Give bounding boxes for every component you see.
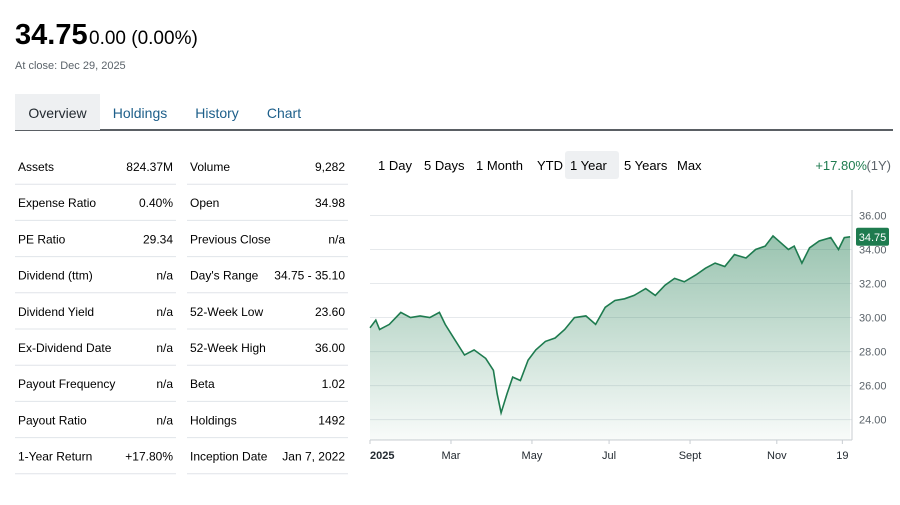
stat-label: Payout Frequency — [18, 377, 115, 391]
stat-label: 52-Week High — [190, 341, 266, 355]
stat-value: +17.80% — [125, 450, 173, 464]
stat-label: PE Ratio — [18, 232, 66, 246]
tab[interactable]: Chart — [267, 105, 301, 121]
tab[interactable]: History — [195, 105, 239, 121]
x-tick-label: May — [522, 450, 543, 462]
y-tick-label: 26.00 — [859, 381, 887, 393]
performance-period: (1Y) — [866, 158, 891, 173]
x-tick-label: 2025 — [370, 450, 394, 462]
y-tick-label: 28.00 — [859, 347, 887, 359]
stat-label: Inception Date — [190, 450, 268, 464]
y-tick-label: 34.00 — [859, 245, 887, 257]
stat-label: Beta — [190, 377, 215, 391]
stat-value: 824.37M — [126, 160, 173, 174]
last-price-label: 34.75 — [859, 232, 887, 244]
stat-label: Day's Range — [190, 269, 259, 283]
stat-value: n/a — [156, 305, 173, 319]
range-button[interactable]: 1 Day — [378, 158, 412, 173]
stat-label: 52-Week Low — [190, 305, 263, 319]
stat-value: 1.02 — [322, 377, 346, 391]
range-active — [565, 151, 619, 179]
tab[interactable]: Holdings — [113, 105, 167, 121]
range-button[interactable]: 5 Days — [424, 158, 465, 173]
range-button[interactable]: 5 Years — [624, 158, 668, 173]
stat-value: 34.75 - 35.10 — [274, 269, 345, 283]
y-tick-label: 32.00 — [859, 279, 887, 291]
x-tick-label: 19 — [836, 450, 848, 462]
stat-value: 36.00 — [315, 341, 345, 355]
stat-value: n/a — [156, 377, 173, 391]
tab[interactable]: Overview — [28, 105, 87, 121]
stat-label: Dividend Yield — [18, 305, 94, 319]
stat-value: 29.34 — [143, 232, 173, 246]
x-tick-label: Jul — [602, 450, 616, 462]
stat-label: 1-Year Return — [18, 450, 92, 464]
stat-value: n/a — [156, 269, 173, 283]
stat-value: n/a — [156, 341, 173, 355]
x-tick-label: Sept — [679, 450, 702, 462]
y-tick-label: 24.00 — [859, 415, 887, 427]
y-tick-label: 36.00 — [859, 211, 887, 223]
range-button[interactable]: 1 Year — [570, 158, 608, 173]
stat-label: Volume — [190, 160, 230, 174]
stat-value: Jan 7, 2022 — [282, 450, 345, 464]
y-tick-label: 30.00 — [859, 313, 887, 325]
stat-value: n/a — [328, 232, 345, 246]
stat-label: Holdings — [190, 413, 237, 427]
stat-value: 34.98 — [315, 196, 345, 210]
stat-value: 0.40% — [139, 196, 173, 210]
close-note: At close: Dec 29, 2025 — [15, 60, 126, 72]
stat-value: n/a — [156, 413, 173, 427]
stat-label: Payout Ratio — [18, 413, 87, 427]
stat-value: 1492 — [318, 413, 345, 427]
stat-label: Expense Ratio — [18, 196, 96, 210]
stat-value: 9,282 — [315, 160, 345, 174]
price-change: 0.00 (0.00%) — [89, 28, 198, 49]
stat-label: Assets — [18, 160, 54, 174]
price-line — [369, 234, 851, 416]
stat-label: Previous Close — [190, 232, 271, 246]
stat-label: Open — [190, 196, 219, 210]
range-button[interactable]: YTD — [537, 158, 563, 173]
tab-bg — [15, 94, 100, 130]
stat-label: Ex-Dividend Date — [18, 341, 112, 355]
range-button[interactable]: 1 Month — [476, 158, 523, 173]
stat-value: 23.60 — [315, 305, 345, 319]
x-tick-label: Mar — [441, 450, 460, 462]
stat-label: Dividend (ttm) — [18, 269, 93, 283]
last-price-box — [856, 227, 889, 246]
range-button[interactable]: Max — [677, 158, 702, 173]
x-tick-label: Nov — [767, 450, 787, 462]
performance: +17.80% — [815, 158, 867, 173]
area — [370, 235, 851, 440]
price: 34.75 — [15, 19, 88, 51]
